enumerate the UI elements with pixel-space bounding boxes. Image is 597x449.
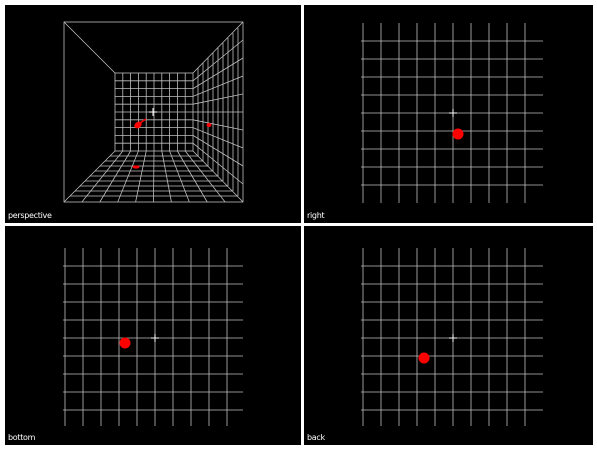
- viewport-label-perspective: perspective: [8, 211, 52, 220]
- crosshair-icon: [449, 334, 457, 342]
- object-sphere-right[interactable]: [452, 128, 464, 140]
- ortho-grid-bottom: [63, 248, 243, 426]
- crosshair-icon: [151, 334, 159, 342]
- room-edge-top-right: [192, 21, 244, 74]
- object-shadow-floor: [132, 165, 140, 169]
- scene-objects: [132, 118, 212, 169]
- viewport-perspective[interactable]: perspective: [5, 5, 301, 223]
- right-wall-grid: [192, 28, 244, 196]
- object-sphere-perspective[interactable]: [133, 120, 143, 130]
- perspective-scene: [63, 21, 244, 203]
- ortho-grid-right: [361, 23, 543, 203]
- ortho-grid-back: [361, 248, 543, 426]
- object-shadow-back-wall: [139, 118, 147, 124]
- viewport-right[interactable]: right: [304, 5, 593, 223]
- floor-grid: [70, 150, 238, 203]
- crosshair-icon: [449, 109, 457, 117]
- viewport-label-back: back: [307, 433, 325, 442]
- object-sphere-back[interactable]: [418, 352, 430, 364]
- object-sphere-bottom[interactable]: [119, 337, 131, 349]
- right-scene: [361, 23, 543, 203]
- room-edge-bottom-left: [63, 150, 116, 203]
- object-shadow-right-wall: [206, 123, 212, 127]
- room-edge-top-left: [63, 21, 116, 74]
- room-edge-bottom-right: [192, 150, 244, 203]
- back-scene: [361, 248, 543, 426]
- viewport-bottom[interactable]: bottom: [5, 226, 301, 445]
- viewport-label-bottom: bottom: [8, 433, 36, 442]
- viewport-label-right: right: [307, 211, 325, 220]
- crosshair-icon: [149, 108, 157, 116]
- bottom-scene: [63, 248, 243, 426]
- viewport-back[interactable]: back: [304, 226, 593, 445]
